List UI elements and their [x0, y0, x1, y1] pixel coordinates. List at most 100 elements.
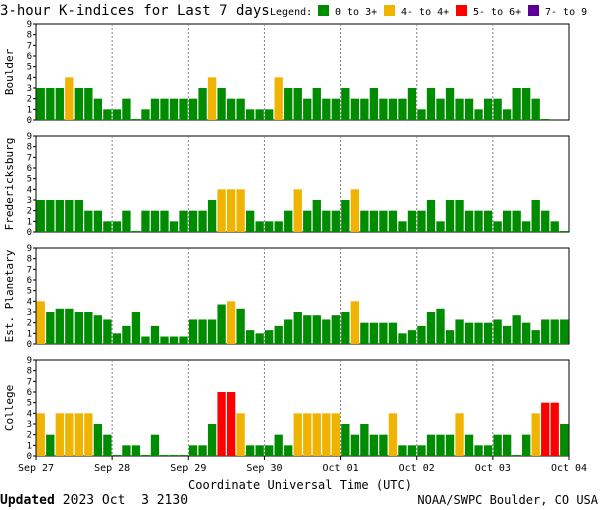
k-index-bar — [245, 330, 255, 344]
k-index-bar — [464, 322, 474, 344]
k-index-bar — [341, 200, 350, 232]
k-index-bar — [55, 200, 64, 232]
k-index-bar — [122, 445, 131, 456]
k-index-bar — [436, 98, 445, 120]
k-index-bar — [188, 445, 198, 456]
k-index-bar — [474, 210, 483, 232]
k-index-bar — [255, 445, 264, 456]
y-tick-label: 1 — [27, 329, 32, 339]
k-index-bar — [369, 434, 379, 456]
k-index-bar — [445, 88, 455, 120]
k-index-bar — [93, 210, 103, 232]
k-index-bar — [198, 445, 207, 456]
x-tick-labels: Sep 27 Sep 28 Sep 29 Sep 30 Oct 01 Oct 02 Oct … — [18, 456, 587, 474]
k-index-bar — [407, 445, 417, 456]
k-index-bar — [379, 210, 388, 232]
k-index-bar — [46, 200, 55, 232]
k-index-bar — [141, 210, 150, 232]
k-index-bar — [303, 98, 312, 120]
k-index-bar — [122, 325, 131, 344]
y-tick-label: 0 — [27, 340, 32, 350]
k-index-bar — [379, 434, 388, 456]
k-index-bar — [245, 210, 255, 232]
k-index-bar — [322, 210, 331, 232]
k-index-bar — [236, 98, 245, 120]
k-index-bar — [284, 319, 293, 344]
k-index-bar — [198, 210, 207, 232]
k-index-bar — [493, 434, 502, 456]
k-index-bar — [112, 221, 122, 232]
k-index-bar — [417, 325, 426, 344]
k-index-bar — [531, 330, 540, 344]
k-index-bar — [226, 392, 236, 456]
y-tick-label: 4 — [27, 185, 32, 195]
k-index-bar — [360, 210, 369, 232]
k-index-bar — [322, 319, 331, 344]
k-index-bar — [236, 308, 245, 344]
k-index-bar — [474, 109, 483, 120]
k-index-bar — [93, 424, 103, 456]
k-index-bar — [502, 210, 512, 232]
k-index-bar — [207, 319, 217, 344]
chart-title: 3-hour K-indices for Last 7 days — [0, 3, 270, 19]
k-index-bar — [284, 445, 293, 456]
y-tick-label: 1 — [27, 105, 32, 115]
k-index-bar — [93, 98, 103, 120]
k-index-bar — [341, 312, 350, 344]
y-tick-label: 1 — [27, 441, 32, 451]
k-index-bar — [217, 189, 226, 232]
k-index-bar — [207, 200, 217, 232]
y-tick-label: 1 — [27, 217, 32, 227]
y-tick-label: 7 — [27, 377, 32, 387]
y-tick-label: 9 — [27, 132, 32, 142]
k-index-bar — [103, 221, 112, 232]
k-index-bar — [312, 200, 321, 232]
k-index-bar — [293, 88, 302, 120]
legend-swatch-red — [456, 5, 467, 16]
k-index-bar — [179, 336, 188, 344]
k-index-bar — [207, 77, 217, 120]
k-index-bar — [141, 336, 150, 344]
k-index-bar — [65, 413, 74, 456]
k-index-bar — [131, 312, 141, 344]
k-index-bar — [150, 210, 160, 232]
k-index-bar — [445, 434, 455, 456]
k-index-bar — [560, 424, 569, 456]
y-tick-label: 3 — [27, 196, 32, 206]
k-index-bar — [112, 455, 122, 456]
k-index-bar — [502, 109, 512, 120]
k-index-bar — [474, 322, 483, 344]
y-tick-label: 4 — [27, 409, 32, 419]
k-index-bar — [331, 98, 340, 120]
k-index-bar — [36, 301, 45, 344]
k-index-bar — [74, 200, 83, 232]
k-index-bar — [312, 315, 321, 344]
k-index-bar — [512, 455, 521, 456]
panel-frame — [35, 359, 570, 457]
x-tick-label: Sep 28 — [94, 463, 130, 474]
k-index-bar — [560, 231, 569, 232]
k-index-bar — [369, 88, 379, 120]
k-index-bar — [474, 445, 483, 456]
k-index-bar — [112, 109, 122, 120]
legend-swatch-green — [318, 5, 329, 16]
k-index-bar — [65, 308, 74, 344]
k-index-bar — [122, 98, 131, 120]
k-index-bar — [360, 424, 369, 456]
y-tick-label: 8 — [27, 367, 32, 377]
k-index-bar — [131, 119, 141, 120]
k-index-bar — [217, 392, 226, 456]
k-index-bar — [407, 88, 417, 120]
k-index-bar — [493, 221, 502, 232]
x-tick-label: Sep 27 — [18, 463, 54, 474]
k-index-bar — [236, 413, 245, 456]
k-index-bar — [169, 336, 179, 344]
x-axis-label: Coordinate Universal Time (UTC) — [188, 478, 412, 492]
k-index-bar — [426, 312, 436, 344]
k-index-bar — [388, 413, 398, 456]
y-tick-label: 2 — [27, 431, 32, 441]
